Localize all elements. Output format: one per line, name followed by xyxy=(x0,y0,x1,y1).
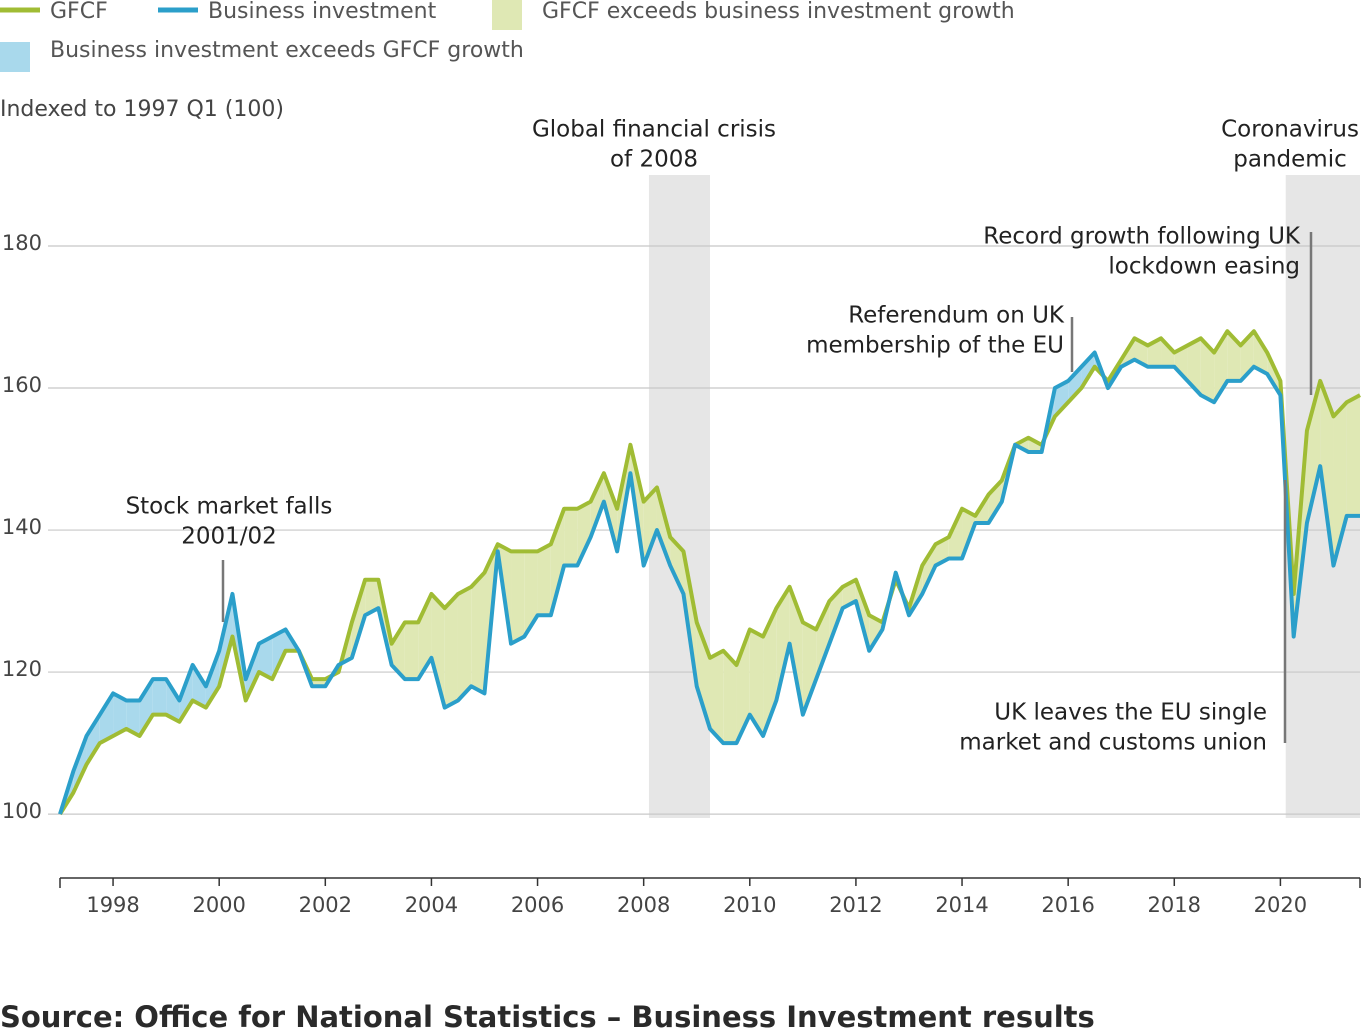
difference-area xyxy=(391,622,405,680)
y-tick-label: 100 xyxy=(2,799,42,823)
difference-area xyxy=(418,593,432,680)
difference-area xyxy=(86,714,100,765)
difference-area xyxy=(802,622,817,715)
difference-area xyxy=(471,572,485,694)
difference-area xyxy=(1187,338,1201,396)
difference-area xyxy=(749,629,764,736)
difference-area xyxy=(723,650,737,744)
x-tick-label: 2016 xyxy=(1041,893,1094,917)
x-tick-label: 2006 xyxy=(511,893,564,917)
series-line xyxy=(58,350,1360,815)
difference-area xyxy=(776,586,790,701)
legend-label: GFCF xyxy=(50,0,108,24)
series-line xyxy=(58,329,1361,816)
difference-area xyxy=(152,679,167,715)
legend-label: GFCF exceeds business investment growth xyxy=(542,0,1015,24)
difference-area xyxy=(351,579,366,658)
x-tick-label: 2012 xyxy=(829,893,882,917)
difference-area xyxy=(1320,380,1334,566)
period-label: Coronavirus xyxy=(1221,117,1359,143)
period-label: Global financial crisis xyxy=(532,117,776,143)
period-label: pandemic xyxy=(1233,147,1346,173)
annotation: Referendum on UK xyxy=(848,303,1065,329)
difference-area xyxy=(1253,331,1268,374)
annotation: lockdown easing xyxy=(1108,254,1300,280)
x-tick-label: 2020 xyxy=(1254,893,1307,917)
x-tick-label: 2014 xyxy=(935,893,988,917)
annotation: UK leaves the EU single xyxy=(994,700,1267,726)
difference-area xyxy=(444,593,458,708)
annotation: Record growth following UK xyxy=(983,224,1301,250)
difference-area xyxy=(1174,345,1188,381)
difference-area xyxy=(219,593,233,687)
y-tick-label: 180 xyxy=(2,231,42,255)
difference-area xyxy=(1306,380,1321,523)
difference-area xyxy=(258,636,273,680)
difference-area xyxy=(590,473,604,538)
difference-area xyxy=(166,679,180,722)
x-tick-label: 2002 xyxy=(299,893,352,917)
difference-area xyxy=(272,629,286,680)
legend-label: Business investment xyxy=(208,0,437,24)
x-tick-label: 1998 xyxy=(86,893,139,917)
difference-area xyxy=(1068,366,1082,403)
difference-area xyxy=(99,693,114,744)
difference-area xyxy=(1346,395,1360,516)
difference-area xyxy=(1161,338,1175,367)
x-tick-label: 2004 xyxy=(405,893,458,917)
difference-area xyxy=(139,679,153,736)
legend-swatch xyxy=(492,0,522,30)
source: Source: Office for National Statistics –… xyxy=(0,1000,1095,1033)
difference-area xyxy=(1200,338,1215,403)
period-label: of 2008 xyxy=(610,147,698,173)
difference-area xyxy=(113,693,127,736)
x-tick-label: 2008 xyxy=(617,893,670,917)
difference-area xyxy=(643,487,657,566)
difference-area xyxy=(670,537,684,594)
difference-area xyxy=(564,508,578,566)
y-tick-label: 140 xyxy=(2,515,42,539)
x-tick-label: 2000 xyxy=(192,893,245,917)
difference-area xyxy=(948,508,963,559)
difference-area xyxy=(537,544,551,616)
x-tick-label: 2010 xyxy=(723,893,776,917)
difference-area xyxy=(1054,380,1069,417)
difference-area xyxy=(431,593,445,708)
difference-area xyxy=(577,501,591,566)
difference-area xyxy=(192,664,206,708)
annotation: membership of the EU xyxy=(806,333,1064,359)
difference-area xyxy=(710,650,724,744)
difference-area xyxy=(126,700,140,736)
annotation: market and customs union xyxy=(959,730,1267,756)
x-tick-label: 2018 xyxy=(1148,893,1201,917)
difference-area xyxy=(457,586,472,701)
difference-area xyxy=(511,551,525,644)
difference-area xyxy=(524,551,538,637)
y-axis-label: Indexed to 1997 Q1 (100) xyxy=(0,97,284,122)
difference-area xyxy=(365,579,379,616)
legend-swatch xyxy=(0,42,30,72)
difference-area xyxy=(922,544,936,594)
legend-label: Business investment exceeds GFCF growth xyxy=(50,38,524,63)
annotation: 2001/02 xyxy=(181,524,277,550)
annotation: Stock market falls xyxy=(126,494,333,520)
y-tick-label: 160 xyxy=(2,373,42,397)
difference-area xyxy=(404,622,419,680)
y-tick-label: 120 xyxy=(2,657,42,681)
difference-area xyxy=(816,601,830,680)
